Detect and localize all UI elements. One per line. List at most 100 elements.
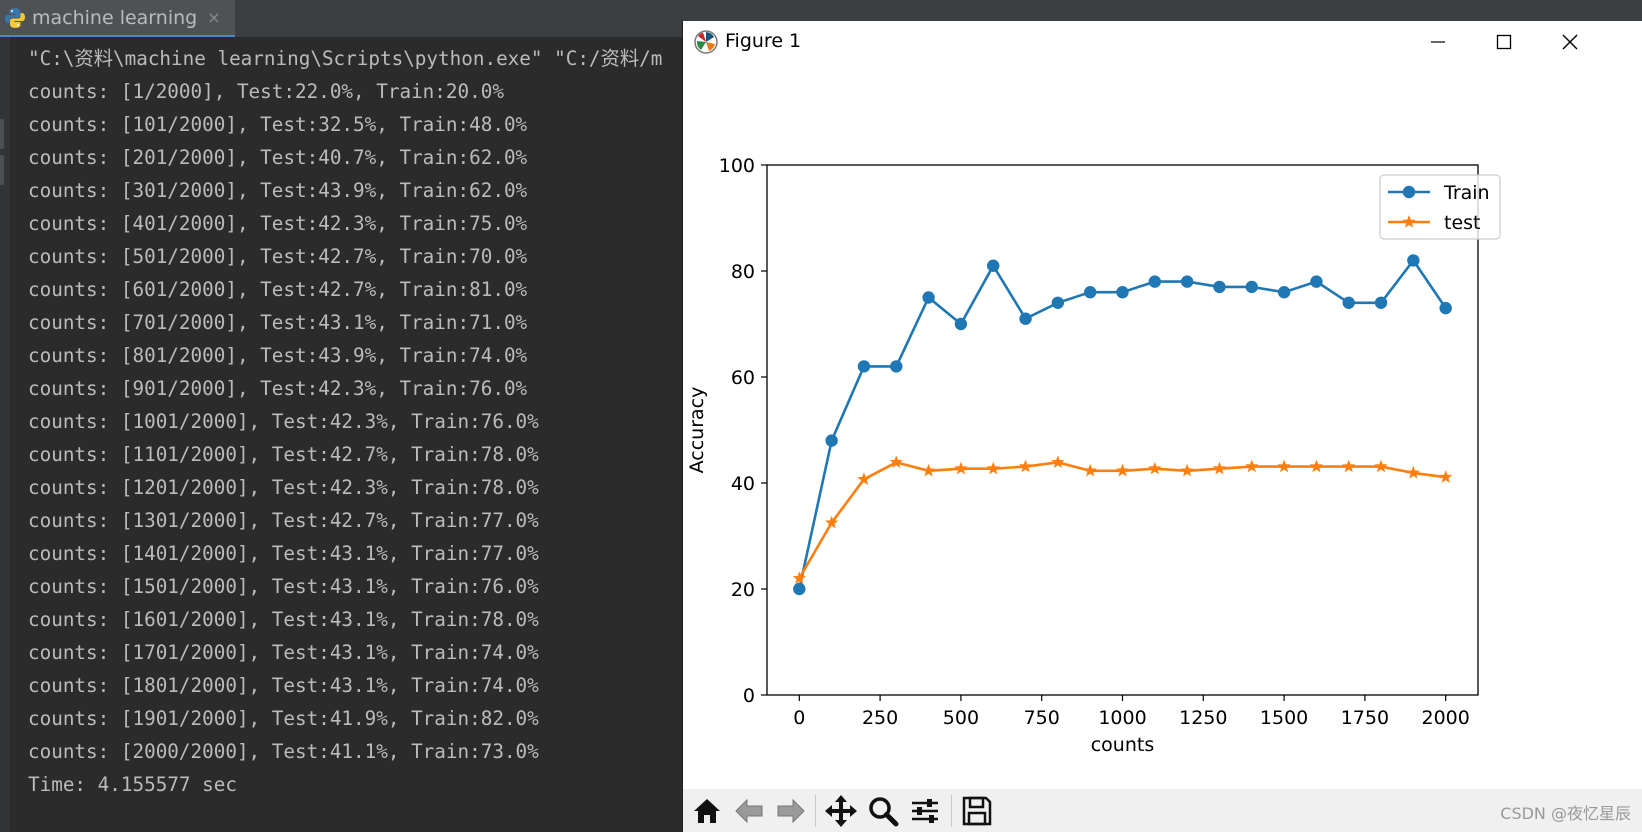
- data-point-test: [954, 461, 968, 475]
- console-line: counts: [1301/2000], Test:42.7%, Train:7…: [28, 509, 539, 532]
- legend-marker-test: [1402, 215, 1416, 228]
- save-button[interactable]: [957, 791, 997, 830]
- home-button[interactable]: [687, 791, 727, 830]
- tab-close-icon[interactable]: ×: [207, 8, 221, 27]
- minimize-icon: [1431, 41, 1445, 43]
- console-line: counts: [1601/2000], Test:43.1%, Train:7…: [28, 608, 539, 631]
- data-point-test: [857, 472, 871, 485]
- data-point-train: [793, 582, 806, 596]
- plot-area: [766, 164, 1479, 696]
- console-line: counts: [201/2000], Test:40.7%, Train:62…: [28, 146, 528, 169]
- data-point-test: [1212, 461, 1227, 475]
- y-axis-label: Accuracy: [686, 387, 708, 474]
- data-point-train: [1051, 296, 1065, 309]
- y-tick-label: 0: [743, 685, 755, 707]
- console-output: counts: [1/2000], Test:22.0%, Train:20.0…: [28, 75, 539, 801]
- figure-window[interactable]: Figure 1 0 250 500 750 1000 1250 1500 1750 2000 0…: [682, 21, 1642, 832]
- console-line: counts: [101/2000], Test:32.5%, Train:48…: [28, 113, 528, 136]
- console-line: counts: [901/2000], Test:42.3%, Train:76…: [28, 377, 528, 400]
- console-line: counts: [1401/2000], Test:43.1%, Train:7…: [28, 542, 539, 565]
- watermark: CSDN @夜忆星辰: [1500, 804, 1631, 823]
- data-point-train: [1180, 275, 1194, 288]
- y-tick-label: 40: [731, 473, 755, 495]
- pan-button[interactable]: [821, 791, 861, 830]
- console-gutter: [0, 37, 10, 832]
- data-point-test: [792, 571, 806, 585]
- back-arrow-icon: [735, 798, 763, 823]
- console-line: counts: [2000/2000], Test:41.1%, Train:7…: [28, 740, 539, 763]
- console-command-line: "C:\资料\machine learning\Scripts\python.e…: [28, 47, 663, 70]
- data-point-test: [1051, 455, 1065, 468]
- data-point-test: [1406, 465, 1421, 479]
- configure-subplots-button[interactable]: [905, 791, 945, 830]
- figure-titlebar[interactable]: Figure 1: [683, 21, 1642, 63]
- forward-button[interactable]: [771, 791, 811, 830]
- console-line: counts: [701/2000], Test:43.1%, Train:71…: [28, 311, 528, 334]
- x-tick-label: 1000: [1098, 707, 1146, 729]
- minimize-button[interactable]: [1403, 21, 1473, 63]
- data-point-test: [889, 455, 903, 468]
- console-line: counts: [1001/2000], Test:42.3%, Train:7…: [28, 410, 539, 433]
- data-point-test: [1439, 470, 1453, 483]
- y-tick-label: 60: [731, 367, 755, 389]
- back-button[interactable]: [729, 791, 769, 830]
- tab-label: machine learning: [32, 6, 198, 29]
- legend-marker-train: [1402, 185, 1416, 199]
- data-point-test: [1245, 459, 1259, 473]
- data-point-train: [1213, 280, 1226, 294]
- matplotlib-logo-icon: [694, 30, 718, 54]
- data-point-train: [1245, 280, 1258, 294]
- data-point-train: [1407, 254, 1420, 267]
- data-point-train: [857, 360, 871, 373]
- console-line: counts: [1501/2000], Test:43.1%, Train:7…: [28, 575, 539, 598]
- console-line: counts: [1901/2000], Test:41.9%, Train:8…: [28, 707, 539, 730]
- maximize-icon: [1496, 34, 1512, 50]
- plot-canvas[interactable]: 0 250 500 750 1000 1250 1500 1750 2000 0 20 40 60 80 1…: [683, 63, 1641, 789]
- data-point-test: [1342, 459, 1356, 473]
- x-tick-label: 1250: [1179, 707, 1227, 729]
- figure-title: Figure 1: [725, 30, 802, 52]
- x-tick-label: 1750: [1341, 707, 1389, 729]
- x-tick-label: 0: [793, 707, 805, 729]
- console-line: counts: [801/2000], Test:43.9%, Train:74…: [28, 344, 528, 367]
- data-point-test: [1277, 459, 1291, 473]
- legend-label-test: test: [1444, 212, 1481, 234]
- x-tick-label: 1500: [1260, 707, 1308, 729]
- console-line: counts: [401/2000], Test:42.3%, Train:75…: [28, 212, 528, 235]
- ide-tab[interactable]: machine learning ×: [0, 0, 235, 38]
- data-point-test: [1309, 459, 1324, 473]
- legend-label-train: Train: [1443, 182, 1490, 204]
- data-point-test: [1148, 461, 1162, 475]
- zoom-button[interactable]: [863, 791, 903, 830]
- data-point-train: [1439, 301, 1452, 315]
- x-tick-label: 750: [1024, 707, 1060, 729]
- data-point-train: [922, 291, 935, 304]
- x-tick-label: 250: [862, 707, 898, 729]
- x-axis-label: counts: [1091, 734, 1155, 756]
- maximize-button[interactable]: [1469, 21, 1539, 63]
- close-button[interactable]: [1535, 21, 1605, 63]
- y-tick-label: 80: [731, 261, 755, 283]
- data-point-train: [1083, 286, 1097, 299]
- data-point-test: [1180, 463, 1194, 477]
- data-point-train: [1374, 296, 1388, 309]
- console-line: counts: [501/2000], Test:42.7%, Train:70…: [28, 245, 528, 268]
- run-console[interactable]: "C:\资料\machine learning\Scripts\python.e…: [0, 37, 690, 832]
- home-icon: [694, 798, 720, 823]
- data-point-train: [1277, 286, 1291, 299]
- data-point-test: [1115, 463, 1130, 477]
- data-point-train: [1148, 275, 1162, 288]
- data-point-test: [1374, 459, 1388, 473]
- toolbar-separator: [815, 795, 816, 827]
- configure-subplots-icon: [912, 798, 938, 823]
- data-point-train: [1310, 275, 1323, 288]
- pan-icon: [825, 794, 857, 827]
- y-tick-label: 20: [731, 579, 755, 601]
- data-point-test: [1018, 459, 1033, 473]
- x-tick-label: 500: [943, 707, 979, 729]
- console-line: counts: [1801/2000], Test:43.1%, Train:7…: [28, 674, 539, 697]
- console-line: counts: [1101/2000], Test:42.7%, Train:7…: [28, 443, 539, 466]
- console-line: counts: [1701/2000], Test:43.1%, Train:7…: [28, 641, 539, 664]
- console-line: counts: [1201/2000], Test:42.3%, Train:7…: [28, 476, 539, 499]
- save-icon: [962, 796, 992, 825]
